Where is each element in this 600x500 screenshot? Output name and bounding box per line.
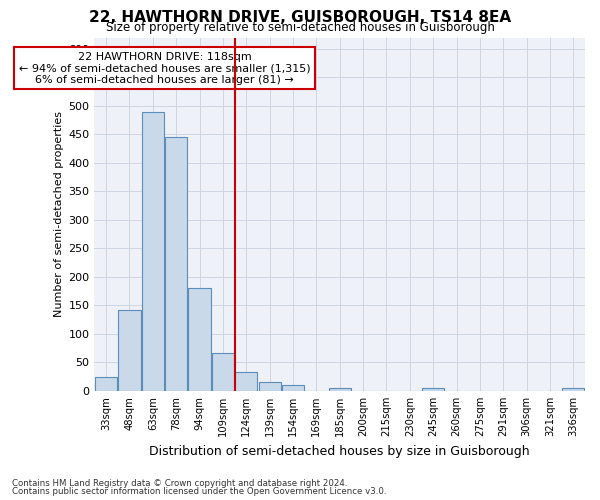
Text: Size of property relative to semi-detached houses in Guisborough: Size of property relative to semi-detach… xyxy=(106,21,494,34)
Text: Contains HM Land Registry data © Crown copyright and database right 2024.: Contains HM Land Registry data © Crown c… xyxy=(12,478,347,488)
Text: 22 HAWTHORN DRIVE: 118sqm
← 94% of semi-detached houses are smaller (1,315)
6% o: 22 HAWTHORN DRIVE: 118sqm ← 94% of semi-… xyxy=(19,52,310,85)
Y-axis label: Number of semi-detached properties: Number of semi-detached properties xyxy=(54,111,64,317)
Text: Contains public sector information licensed under the Open Government Licence v3: Contains public sector information licen… xyxy=(12,487,386,496)
Bar xyxy=(165,138,187,391)
Bar xyxy=(118,310,140,391)
Bar xyxy=(95,376,117,391)
Text: 22, HAWTHORN DRIVE, GUISBOROUGH, TS14 8EA: 22, HAWTHORN DRIVE, GUISBOROUGH, TS14 8E… xyxy=(89,10,511,25)
Bar xyxy=(422,388,444,391)
Bar xyxy=(188,288,211,391)
Bar xyxy=(282,385,304,391)
Bar xyxy=(259,382,281,391)
Bar xyxy=(329,388,351,391)
Bar xyxy=(562,388,584,391)
Bar xyxy=(212,354,234,391)
Bar xyxy=(235,372,257,391)
Bar xyxy=(142,112,164,391)
X-axis label: Distribution of semi-detached houses by size in Guisborough: Distribution of semi-detached houses by … xyxy=(149,444,530,458)
